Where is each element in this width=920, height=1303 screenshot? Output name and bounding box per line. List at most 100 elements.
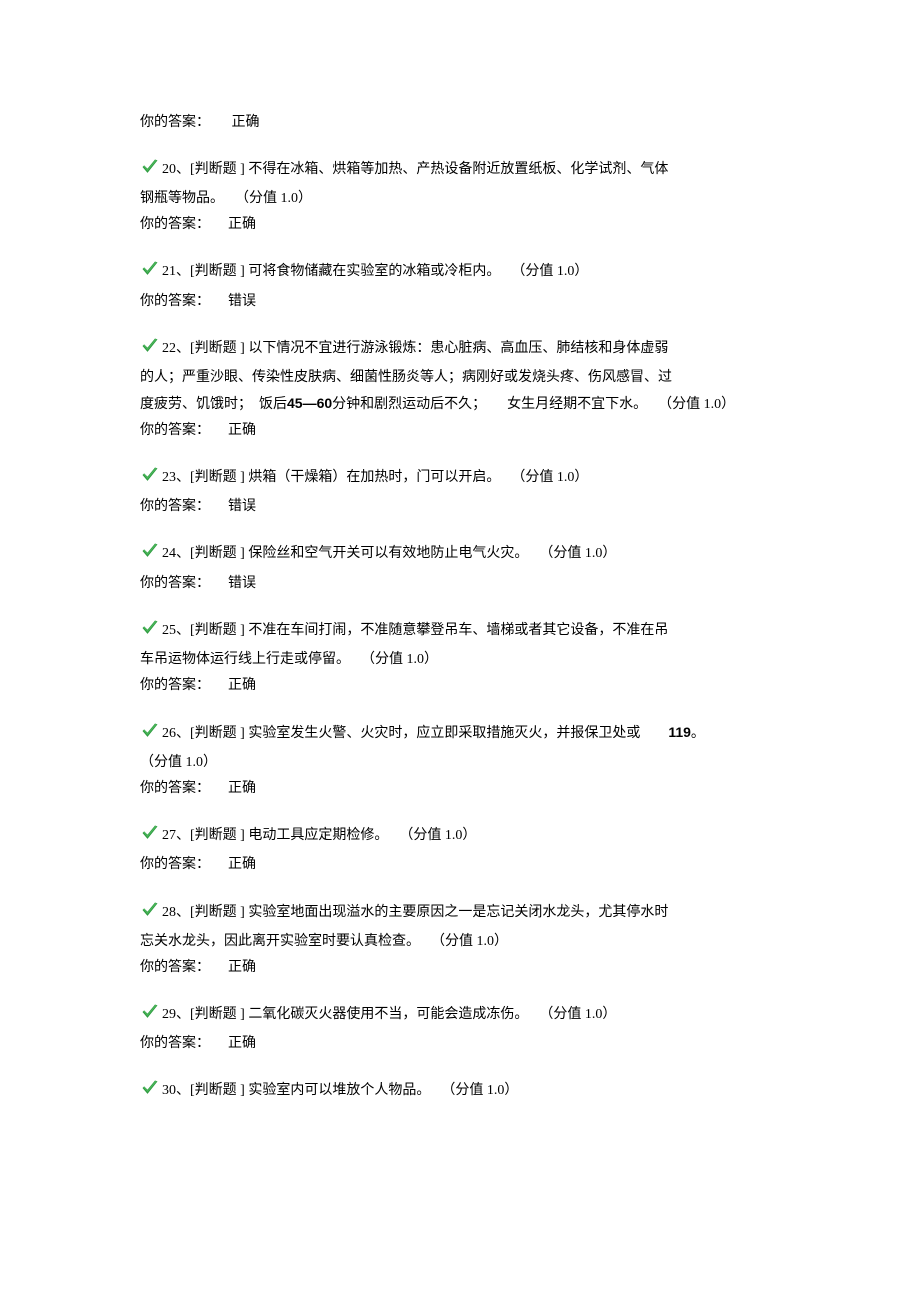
answer-line: 你的答案： 错误 — [140, 571, 780, 596]
question-block: 21、[判断题 ] 可将食物储藏在实验室的冰箱或冷柜内。 （分值 1.0） 你的答案… — [140, 259, 780, 313]
question-number: 21、 — [162, 264, 190, 279]
answer-prefix: 你的答案： — [140, 955, 210, 980]
question-tag: [判断题 ] — [190, 546, 245, 561]
answer-value: 错误 — [228, 571, 256, 596]
question-continuation: 忘关水龙头，因此离开实验室时要认真检查。（分值 1.0） — [140, 929, 780, 955]
answer-line: 你的答案： 正确 — [140, 776, 780, 801]
question-text: 实验室发生火警、火灾时，应立即采取措施灭火，并报保卫处或 — [248, 726, 640, 741]
answer-prefix: 你的答案： — [140, 418, 210, 443]
check-icon — [140, 1078, 160, 1098]
question-text-part: 车吊运物体运行线上行走或停留。 — [140, 652, 350, 667]
answer-value: 正确 — [228, 776, 256, 801]
question-block: 27、[判断题 ] 电动工具应定期检修。（分值 1.0）你的答案：正确 — [140, 823, 780, 877]
question-text-suffix: 。 — [691, 726, 705, 741]
answer-line: 你的答案： 正确 — [140, 418, 780, 443]
question-text: 实验室地面出现溢水的主要原因之一是忘记关闭水龙头，尤其停水时 — [248, 905, 668, 920]
question-text: 不得在冰箱、烘箱等加热、产热设备附近放置纸板、化学试剂、气体 — [248, 162, 668, 177]
question-number: 27、 — [162, 828, 190, 843]
answer-value: 正确 — [228, 1031, 256, 1056]
check-icon — [140, 900, 160, 920]
score-text: （分值 1.0） — [518, 470, 588, 485]
score-text: （分值 1.0） — [665, 397, 735, 412]
answer-prefix: 你的答案： — [140, 110, 210, 135]
question-block: 22、[判断题 ] 以下情况不宜进行游泳锻炼：患心脏病、高血压、肺结核和身体虚弱… — [140, 336, 780, 443]
score-line: （分值 1.0） — [140, 750, 780, 776]
question-block: 25、[判断题 ] 不准在车间打闹，不准随意攀登吊车、墙梯或者其它设备，不准在吊… — [140, 618, 780, 698]
question-text: 保险丝和空气开关可以有效地防止电气火灾。 — [248, 546, 528, 561]
answer-line: 你的答案： 正确 — [140, 673, 780, 698]
question-tag: [判断题 ] — [190, 623, 245, 638]
question-tag: [判断题 ] — [190, 1083, 245, 1098]
question-tag: [判断题 ] — [190, 341, 245, 356]
question-text-part: 分钟和剧烈运动后不久； 女生月经期不宜下水。 — [332, 397, 647, 412]
score-text: （分值 1.0） — [546, 546, 616, 561]
question-tag: [判断题 ] — [190, 828, 245, 843]
question-block: 30、[判断题 ] 实验室内可以堆放个人物品。 （分值 1.0） — [140, 1078, 780, 1103]
check-icon — [140, 157, 160, 177]
answer-prefix: 你的答案： — [140, 1031, 210, 1056]
question-continuation: 度疲劳、饥饿时； 饭后45—60分钟和剧烈运动后不久； 女生月经期不宜下水。（分… — [140, 391, 780, 418]
question-line: 26、[判断题 ] 实验室发生火警、火灾时，应立即采取措施灭火，并报保卫处或 1… — [140, 720, 780, 746]
question-line: 20、[判断题 ] 不得在冰箱、烘箱等加热、产热设备附近放置纸板、化学试剂、气体 — [140, 157, 780, 182]
question-tag: [判断题 ] — [190, 264, 245, 279]
question-number: 28、 — [162, 905, 190, 920]
question-text: 不准在车间打闹，不准随意攀登吊车、墙梯或者其它设备，不准在吊 — [248, 623, 668, 638]
question-line: 24、[判断题 ] 保险丝和空气开关可以有效地防止电气火灾。 （分值 1.0） — [140, 541, 780, 566]
question-number: 24、 — [162, 546, 190, 561]
answer-prefix: 你的答案： — [140, 289, 210, 314]
question-line: 29、[判断题 ] 二氧化碳灭火器使用不当，可能会造成冻伤。（分值 1.0） — [140, 1002, 780, 1027]
check-icon — [140, 259, 160, 279]
question-number: 23、 — [162, 470, 190, 485]
answer-line: 你的答案： 错误 — [140, 494, 780, 519]
answer-value: 正确 — [228, 212, 256, 237]
question-line: 22、[判断题 ] 以下情况不宜进行游泳锻炼：患心脏病、高血压、肺结核和身体虚弱 — [140, 336, 780, 361]
question-line: 25、[判断题 ] 不准在车间打闹，不准随意攀登吊车、墙梯或者其它设备，不准在吊 — [140, 618, 780, 643]
question-number: 25、 — [162, 623, 190, 638]
question-tag: [判断题 ] — [190, 470, 245, 485]
question-number: 22、 — [162, 341, 190, 356]
check-icon — [140, 823, 160, 843]
answer-value: 正确 — [228, 418, 256, 443]
question-block: 26、[判断题 ] 实验室发生火警、火灾时，应立即采取措施灭火，并报保卫处或 1… — [140, 720, 780, 801]
check-icon — [140, 1002, 160, 1022]
check-icon — [140, 721, 160, 741]
answer-prefix: 你的答案： — [140, 673, 210, 698]
question-text: 烘箱（干燥箱）在加热时，门可以开启。 — [248, 470, 500, 485]
question-tag: [判断题 ] — [190, 162, 245, 177]
question-line: 21、[判断题 ] 可将食物储藏在实验室的冰箱或冷柜内。 （分值 1.0） — [140, 259, 780, 284]
check-icon — [140, 618, 160, 638]
score-text: （分值 1.0） — [518, 264, 588, 279]
bold-number: 45—60 — [287, 395, 332, 411]
answer-value: 正确 — [232, 110, 260, 135]
bold-number: 119 — [668, 724, 691, 740]
question-text: 以下情况不宜进行游泳锻炼：患心脏病、高血压、肺结核和身体虚弱 — [248, 341, 668, 356]
answer-value: 正确 — [228, 852, 256, 877]
score-text: （分值 1.0） — [368, 652, 438, 667]
question-tag: [判断题 ] — [190, 726, 245, 741]
question-block: 23、[判断题 ] 烘箱（干燥箱）在加热时，门可以开启。 （分值 1.0） 你的答案… — [140, 465, 780, 519]
score-text: （分值 1.0） — [140, 755, 217, 770]
question-tag: [判断题 ] — [190, 905, 245, 920]
answer-prefix: 你的答案： — [140, 776, 210, 801]
answer-line: 你的答案：正确 — [140, 852, 780, 877]
question-continuation: 的人；严重沙眼、传染性皮肤病、细菌性肠炎等人；病刚好或发烧头疼、伤风感冒、过 — [140, 365, 780, 391]
score-text: （分值 1.0） — [242, 191, 312, 206]
answer-prefix: 你的答案： — [140, 212, 210, 237]
question-continuation: 钢瓶等物品。（分值 1.0） — [140, 186, 780, 212]
question-number: 20、 — [162, 162, 190, 177]
answer-line: 你的答案：正确 — [140, 955, 780, 980]
score-text: （分值 1.0） — [448, 1083, 518, 1098]
answer-prefix: 你的答案： — [140, 494, 210, 519]
answer-line: 你的答案：错误 — [140, 289, 780, 314]
answer-value: 错误 — [228, 494, 256, 519]
question-number: 30、 — [162, 1083, 190, 1098]
answer-line-top: 你的答案： 正确 — [140, 110, 780, 135]
question-number: 29、 — [162, 1007, 190, 1022]
answer-line: 你的答案： 正确 — [140, 1031, 780, 1056]
question-number: 26、 — [162, 726, 190, 741]
question-text: 实验室内可以堆放个人物品。 — [248, 1083, 430, 1098]
question-text: 可将食物储藏在实验室的冰箱或冷柜内。 — [248, 264, 500, 279]
answer-value: 正确 — [228, 673, 256, 698]
answer-prefix: 你的答案： — [140, 571, 210, 596]
question-continuation: 车吊运物体运行线上行走或停留。 （分值 1.0） — [140, 647, 780, 673]
